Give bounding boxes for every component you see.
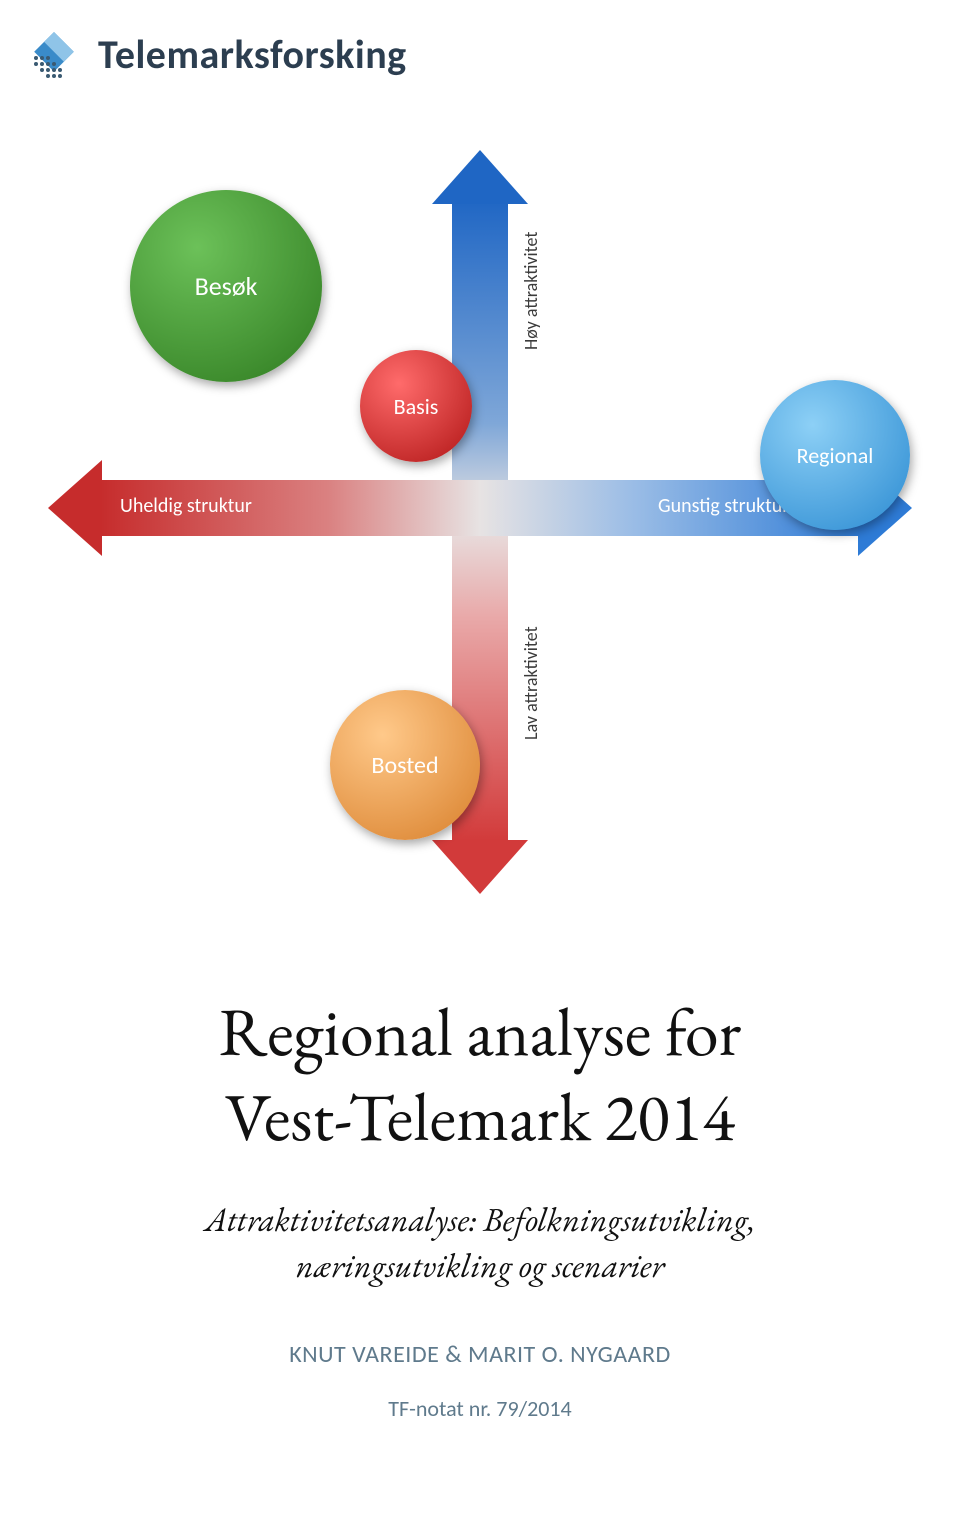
- subtitle-line-2: næringsutvikling og scenarier: [296, 1244, 665, 1288]
- arrow-up-icon: [432, 150, 528, 204]
- attractiveness-diagram: Uheldig struktur Gunstig struktur Høy at…: [60, 150, 900, 890]
- title-line-1: Regional analyse for: [0, 990, 960, 1075]
- brand-mark-icon: [18, 18, 90, 90]
- bubble-besok-label: Besøk: [195, 270, 258, 302]
- bubble-regional-label: Regional: [797, 442, 874, 469]
- axis-up-label: Høy attraktivitet: [520, 232, 542, 350]
- axis-left-label: Uheldig struktur: [120, 494, 252, 518]
- report-number: TF-notat nr. 79/2014: [0, 1395, 960, 1422]
- subtitle-line-1: Attraktivitetsanalyse: Befolkningsutvikl…: [205, 1198, 756, 1242]
- bubble-regional: Regional: [760, 380, 910, 530]
- bubble-bosted-label: Bosted: [371, 751, 438, 780]
- title-block: Regional analyse for Vest-Telemark 2014 …: [0, 990, 960, 1422]
- axis-down-label: Lav attraktivitet: [520, 626, 542, 740]
- brand-name: Telemarksforsking: [98, 30, 407, 79]
- bubble-bosted: Bosted: [330, 690, 480, 840]
- subtitle: Attraktivitetsanalyse: Befolkningsutvikl…: [0, 1198, 960, 1290]
- arrow-left-icon: [48, 460, 102, 556]
- bubble-besok: Besøk: [130, 190, 322, 382]
- axis-right-label: Gunstig struktur: [658, 494, 789, 518]
- title-line-2: Vest-Telemark 2014: [0, 1075, 960, 1160]
- arrow-down-icon: [432, 840, 528, 894]
- bubble-basis: Basis: [360, 350, 472, 462]
- brand-logo: Telemarksforsking: [18, 18, 407, 90]
- authors: KNUT VAREIDE & MARIT O. NYGAARD: [0, 1340, 960, 1369]
- bubble-basis-label: Basis: [394, 393, 439, 420]
